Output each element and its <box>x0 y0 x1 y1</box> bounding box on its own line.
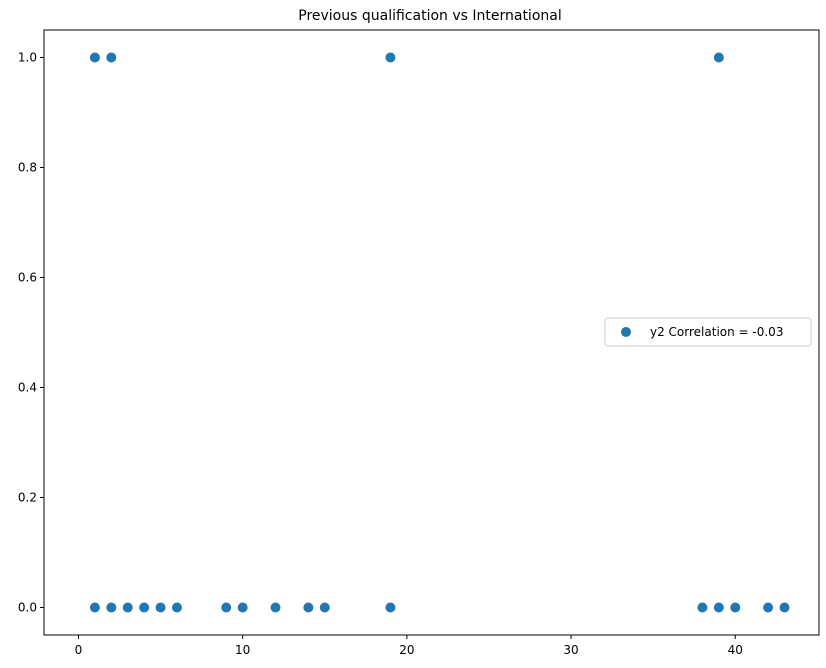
x-tick-label: 40 <box>728 643 743 657</box>
x-tick-label: 30 <box>563 643 578 657</box>
y-tick-label: 0.6 <box>18 271 37 285</box>
scatter-point <box>697 602 708 613</box>
y-tick-label: 1.0 <box>18 51 37 65</box>
scatter-point <box>237 602 248 613</box>
legend-label: y2 Correlation = -0.03 <box>650 325 783 339</box>
y-tick-label: 0.0 <box>18 601 37 615</box>
scatter-point <box>89 52 100 63</box>
scatter-point <box>303 602 314 613</box>
y-tick-label: 0.2 <box>18 491 37 505</box>
data-points <box>89 52 790 613</box>
scatter-point <box>122 602 133 613</box>
scatter-point <box>713 52 724 63</box>
scatter-point <box>139 602 150 613</box>
x-tick-label: 20 <box>399 643 414 657</box>
legend: y2 Correlation = -0.03 <box>604 317 812 347</box>
scatter-point <box>319 602 330 613</box>
legend-box <box>604 317 812 347</box>
plot-frame <box>43 29 820 636</box>
scatter-point <box>779 602 790 613</box>
y-tick-label: 0.8 <box>18 161 37 175</box>
x-tick-label: 10 <box>235 643 250 657</box>
scatter-point <box>106 52 117 63</box>
x-axis: 0 10 20 30 40 <box>75 635 743 657</box>
scatter-point <box>270 602 281 613</box>
scatter-point <box>106 602 117 613</box>
x-tick-label: 0 <box>75 643 83 657</box>
scatter-point <box>221 602 232 613</box>
scatter-point <box>385 602 396 613</box>
y-axis: 0.0 0.2 0.4 0.6 0.8 1.0 <box>18 51 44 615</box>
scatter-point <box>89 602 100 613</box>
legend-marker <box>621 327 631 337</box>
scatter-point <box>155 602 166 613</box>
chart-title: Previous qualification vs International <box>298 8 561 24</box>
scatter-point <box>385 52 396 63</box>
y-tick-label: 0.4 <box>18 381 37 395</box>
scatter-point <box>171 602 182 613</box>
scatter-point <box>730 602 741 613</box>
scatter-point <box>713 602 724 613</box>
scatter-point <box>763 602 774 613</box>
